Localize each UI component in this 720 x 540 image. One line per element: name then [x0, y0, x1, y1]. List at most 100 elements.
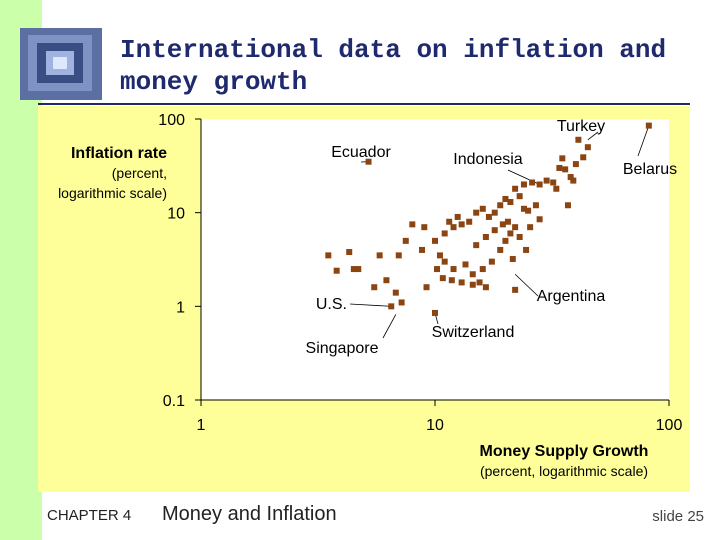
- scatter-point: [333, 267, 340, 274]
- scatter-point: [516, 233, 523, 240]
- scatter-point: [482, 233, 489, 240]
- scatter-point: [482, 284, 489, 291]
- scatter-point: [572, 161, 579, 168]
- scatter-point: [421, 224, 428, 231]
- x-tick-label: 10: [426, 417, 444, 434]
- scatter-point: [580, 154, 587, 161]
- scatter-point: [473, 242, 480, 249]
- scatter-point: [402, 237, 409, 244]
- scatter-point: [502, 195, 509, 202]
- scatter-point: [450, 266, 457, 273]
- scatter-point: [509, 256, 516, 263]
- scatter-point: [350, 266, 357, 273]
- scatter-point: [512, 185, 519, 192]
- scatter-point: [479, 266, 486, 273]
- scatter-point: [488, 258, 495, 265]
- y-tick-label: 0.1: [163, 393, 185, 410]
- scatter-point: [476, 279, 483, 286]
- annotation-label: U.S.: [316, 296, 347, 313]
- scatter-point: [434, 266, 441, 273]
- scatter-point: [491, 209, 498, 216]
- scatter-point: [645, 122, 652, 129]
- scatter-point: [520, 205, 527, 212]
- scatter-point: [479, 205, 486, 212]
- x-axis-subtitle: (percent, logarithmic scale): [480, 463, 648, 479]
- scatter-point: [502, 237, 509, 244]
- scatter-point: [497, 246, 504, 253]
- scatter-point: [441, 230, 448, 237]
- x-tick-label: 1: [197, 417, 206, 434]
- scatter-point: [446, 218, 453, 225]
- scatter-point: [559, 155, 566, 162]
- scatter-point: [473, 209, 480, 216]
- annotation-leader-line: [514, 273, 539, 297]
- scatter-point: [439, 275, 446, 282]
- scatter-point: [523, 246, 530, 253]
- scatter-point: [371, 284, 378, 291]
- chapter-label: CHAPTER 4: [47, 507, 132, 524]
- scatter-point: [325, 252, 332, 259]
- scatter-point: [512, 286, 519, 293]
- scatter-point: [432, 309, 438, 316]
- y-tick-label: 1: [176, 299, 185, 316]
- scatter-point: [466, 218, 473, 225]
- scatter-point: [550, 179, 557, 186]
- scatter-point: [441, 258, 448, 265]
- x-tick-label: 100: [656, 417, 683, 434]
- scatter-point: [507, 230, 514, 237]
- scatter-point: [553, 185, 560, 192]
- y-tick-label: 100: [158, 112, 185, 129]
- plot-area: [201, 119, 669, 400]
- scatter-point: [499, 221, 506, 228]
- y-axis-title: Inflation rate: [71, 145, 167, 162]
- scatter-point: [450, 224, 457, 231]
- scatter-point: [567, 174, 574, 181]
- scatter-point: [355, 266, 362, 273]
- scatter-point: [469, 281, 476, 288]
- annotation-leader-line: [587, 131, 599, 141]
- scatter-point: [485, 213, 492, 220]
- scatter-point: [454, 213, 461, 220]
- scatter-point: [376, 252, 383, 259]
- scatter-point: [507, 198, 514, 205]
- tunnel-logo-icon: [20, 28, 102, 100]
- scatter-point: [504, 218, 511, 225]
- slide-title-line1: International data on inflation and: [120, 35, 667, 65]
- annotation-label: Switzerland: [432, 324, 515, 341]
- scatter-point: [491, 227, 498, 234]
- scatter-point: [584, 144, 591, 151]
- scatter-point: [564, 202, 571, 209]
- annotation-label: Argentina: [537, 288, 606, 305]
- chart-panel: 0.1 1 10 100 1 10 100 Turkey Ecuador Indonesia Be…: [38, 106, 690, 492]
- scatter-point: [432, 237, 438, 244]
- scatter-point: [536, 216, 543, 223]
- scatter-point: [575, 136, 582, 143]
- scatter-point: [497, 202, 504, 209]
- scatter-point: [532, 202, 539, 209]
- annotation-leader-line: [349, 303, 392, 307]
- scatter-chart: 0.1 1 10 100 1 10 100 Turkey Ecuador Indonesia Be…: [58, 112, 683, 479]
- scatter-point: [448, 277, 455, 284]
- chapter-title: Money and Inflation: [162, 503, 337, 525]
- scatter-point: [562, 166, 569, 173]
- scatter-point: [529, 179, 536, 186]
- scatter-point: [365, 158, 372, 165]
- scatter-point: [536, 181, 543, 188]
- scatter-point: [346, 249, 353, 256]
- scatter-point: [395, 252, 402, 259]
- scatter-point: [520, 181, 527, 188]
- annotation-label: Belarus: [623, 161, 677, 178]
- scatter-point: [516, 193, 523, 200]
- scatter-point: [419, 246, 426, 253]
- scatter-point: [527, 224, 534, 231]
- scatter-point: [398, 299, 405, 306]
- slide-number: slide 25: [652, 508, 704, 525]
- scatter-point: [512, 224, 519, 231]
- slide-title: International data on inflation and mone…: [120, 34, 680, 98]
- scatter-point: [556, 164, 563, 171]
- scatter-point: [469, 271, 476, 278]
- scatter-point: [525, 207, 532, 214]
- scatter-point: [543, 177, 550, 184]
- annotation-label: Ecuador: [331, 144, 391, 161]
- title-divider: [38, 103, 690, 105]
